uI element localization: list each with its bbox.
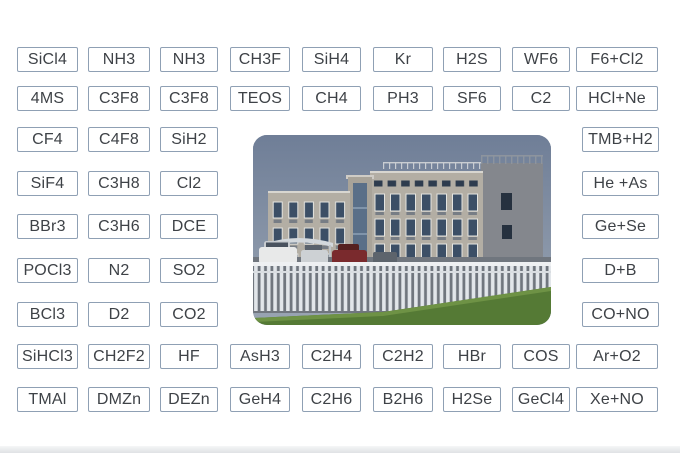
gas-label-c3f8: C3F8 — [88, 86, 150, 111]
factory-building-photo — [253, 135, 551, 325]
gas-label-sf6: SF6 — [443, 86, 501, 111]
gas-label-h2s: H2S — [443, 47, 501, 72]
gas-label-ash3: AsH3 — [230, 344, 290, 369]
gas-label-ch4: CH4 — [302, 86, 361, 111]
gas-label-dce: DCE — [160, 214, 218, 239]
gas-label-c2h6: C2H6 — [302, 387, 361, 412]
gas-label-c3f8: C3F8 — [160, 86, 218, 111]
gas-label-so2: SO2 — [160, 258, 218, 283]
gas-label-d-b: D+B — [582, 258, 659, 283]
gas-label-sih4: SiH4 — [302, 47, 361, 72]
gas-label-tmb-h2: TMB+H2 — [582, 127, 659, 152]
image-bottom-edge — [0, 446, 680, 453]
gas-label-hf: HF — [160, 344, 218, 369]
gas-label-dezn: DEZn — [160, 387, 218, 412]
parked-cars — [259, 241, 397, 265]
gas-label-d2: D2 — [88, 302, 150, 327]
gas-label-bbr3: BBr3 — [17, 214, 78, 239]
gas-label-c3h6: C3H6 — [88, 214, 150, 239]
gas-label-b2h6: B2H6 — [373, 387, 433, 412]
gas-label-hbr: HBr — [443, 344, 501, 369]
gas-label-geh4: GeH4 — [230, 387, 290, 412]
gas-label-c2: C2 — [512, 86, 570, 111]
gas-label-gecl4: GeCl4 — [512, 387, 570, 412]
gas-label-dmzn: DMZn — [88, 387, 150, 412]
gas-label-xe-no: Xe+NO — [576, 387, 658, 412]
gas-label-he-as: He +As — [582, 171, 659, 196]
gas-label-teos: TEOS — [230, 86, 290, 111]
gas-label-nh3: NH3 — [88, 47, 150, 72]
gas-label-ge-se: Ge+Se — [582, 214, 659, 239]
gas-label-cl2: Cl2 — [160, 171, 218, 196]
gas-label-4ms: 4MS — [17, 86, 78, 111]
gas-label-co2: CO2 — [160, 302, 218, 327]
lawn — [253, 287, 551, 325]
gas-label-f6-cl2: F6+Cl2 — [576, 47, 658, 72]
gas-label-cf4: CF4 — [17, 127, 78, 152]
gas-label-c4f8: C4F8 — [88, 127, 150, 152]
gas-label-sicl4: SiCl4 — [17, 47, 78, 72]
gas-label-tmal: TMAl — [17, 387, 78, 412]
gas-label-sif4: SiF4 — [17, 171, 78, 196]
gas-label-bcl3: BCl3 — [17, 302, 78, 327]
gas-label-c2h2: C2H2 — [373, 344, 433, 369]
gas-label-n2: N2 — [88, 258, 150, 283]
gas-label-wf6: WF6 — [512, 47, 570, 72]
gas-label-cos: COS — [512, 344, 570, 369]
gas-label-ar-o2: Ar+O2 — [576, 344, 658, 369]
gas-label-sihcl3: SiHCl3 — [17, 344, 78, 369]
gas-label-hcl-ne: HCl+Ne — [576, 86, 658, 111]
gas-label-ph3: PH3 — [373, 86, 433, 111]
gas-label-sih2: SiH2 — [160, 127, 218, 152]
gas-label-c3h8: C3H8 — [88, 171, 150, 196]
gas-label-pocl3: POCl3 — [17, 258, 78, 283]
gas-label-h2se: H2Se — [443, 387, 501, 412]
gas-label-ch2f2: CH2F2 — [88, 344, 150, 369]
gas-label-ch3f: CH3F — [230, 47, 290, 72]
gas-label-nh3: NH3 — [160, 47, 218, 72]
gas-label-kr: Kr — [373, 47, 433, 72]
entrance-canopy — [267, 238, 333, 247]
gas-label-c2h4: C2H4 — [302, 344, 361, 369]
gas-label-co-no: CO+NO — [582, 302, 659, 327]
building-photo-illustration — [253, 135, 551, 325]
